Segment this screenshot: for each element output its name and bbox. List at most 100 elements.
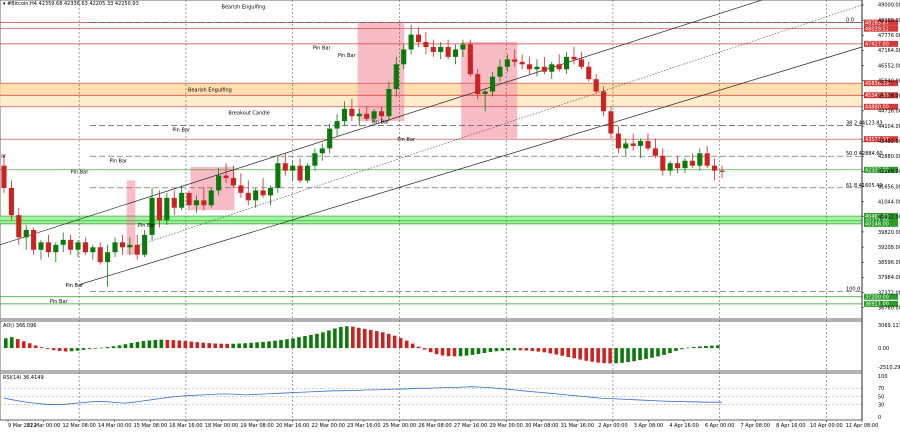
ao-bar [15,339,20,349]
pattern-label: Breakout Candle [228,111,269,117]
price-level-tag [864,40,898,47]
ao-bar [470,348,475,355]
candle-body [601,91,607,112]
candle-body [571,56,577,60]
ao-bar [129,342,134,349]
x-axis-label: 27 Mar 16:00 [454,423,487,429]
x-axis-label: 9 Mar 2022 [8,423,37,429]
candle-body [534,66,540,70]
ao-bar [21,341,26,349]
candle-body [75,242,81,250]
rsi-axis-label: 70 [878,386,884,392]
candle-body [127,244,133,248]
ao-bar [452,348,457,357]
ao-bar [482,348,487,353]
candle-body [475,74,481,94]
ao-bar [596,348,600,363]
ao-bar [105,346,110,349]
price-level-tag [864,25,898,32]
ao-bar [416,346,421,349]
ao-bar [207,343,212,349]
x-axis-label: 29 Mar 00:00 [489,423,522,429]
fib-label: 100.0 [846,286,860,292]
ao-bar [81,348,86,350]
candle-body [586,66,592,80]
candle-body [489,76,496,92]
demand-zone [0,216,862,224]
candle-body [119,242,125,248]
fib-label: 38.2 44123.83 [846,121,883,127]
pattern-label: Pin Bar [397,137,416,143]
price-level-tag [864,92,898,99]
candle-body [512,59,518,62]
ao-bar [584,348,588,361]
rsi-axis-label: 0 [878,415,881,421]
ao-bar [309,334,313,349]
candle-body [45,242,51,253]
x-axis-label: 10 Apr 00:00 [810,423,843,429]
candle-body [253,190,259,201]
ao-bar [219,343,223,349]
candle-body [193,200,200,206]
candle-body [578,59,584,67]
x-axis-label: 16 Mar 16:00 [169,423,202,429]
ao-bar [165,339,170,349]
ao-bar [530,348,535,351]
candle-body [452,49,459,57]
candle-body [467,44,473,75]
channel-mid [139,4,863,246]
candle-body [719,170,725,172]
candle-body [334,121,340,129]
ao-bar [363,328,367,349]
candle-body [223,175,229,179]
ao-bar [704,345,708,349]
ao-bar [428,348,433,353]
ao-bar [315,333,319,349]
ao-bar [111,346,116,349]
price-level-label: 42333.00 [865,168,889,174]
candle-body [16,215,22,238]
channel-lower [79,46,863,285]
candle-body [549,64,555,72]
ao-bar [716,345,720,349]
ao-bar [201,342,206,349]
candle-body [201,200,207,206]
ao-bar [542,348,547,353]
candle-body [645,140,651,149]
ao-bar [440,348,445,356]
ao-bar [620,348,624,363]
candle-body [697,153,703,166]
ao-bar [345,326,349,349]
candle-body [297,165,303,181]
ao-axis-label: -2510.296 [878,365,900,371]
ao-bar [159,339,164,349]
price-level-tag [864,213,898,220]
ao-bar [357,327,361,349]
candle-body [82,242,88,253]
ao-bar [668,348,672,353]
ao-bar [404,340,409,349]
ao-bar [321,332,325,349]
candle-body [38,242,44,250]
pattern-label: Pin Bar [109,159,128,165]
ao-bar [333,328,337,349]
candle-body [68,239,74,250]
ao-bar [506,348,511,351]
candle-body [423,42,429,47]
candle-body [31,229,37,250]
x-axis-label: 26 Mar 08:00 [418,423,451,429]
ao-bar [566,348,571,357]
candle-body [460,44,466,50]
pattern-label: Bearish Engulfing [222,5,266,11]
price-level-label: 48039.51 [865,26,889,32]
ao-axis-label: 3069.111 [878,323,900,329]
price-level-label: 40148.00 [865,222,889,228]
price-axis-label: 40432.00 [878,215,900,221]
candle-body [682,160,688,169]
candle-body [8,187,14,216]
x-axis-label: 11 Mar 00:00 [27,423,60,429]
price-level-tag [864,136,898,143]
candle-body [563,56,570,70]
price-axis-label: 43492.00 [878,139,900,145]
ao-bar [632,348,636,362]
